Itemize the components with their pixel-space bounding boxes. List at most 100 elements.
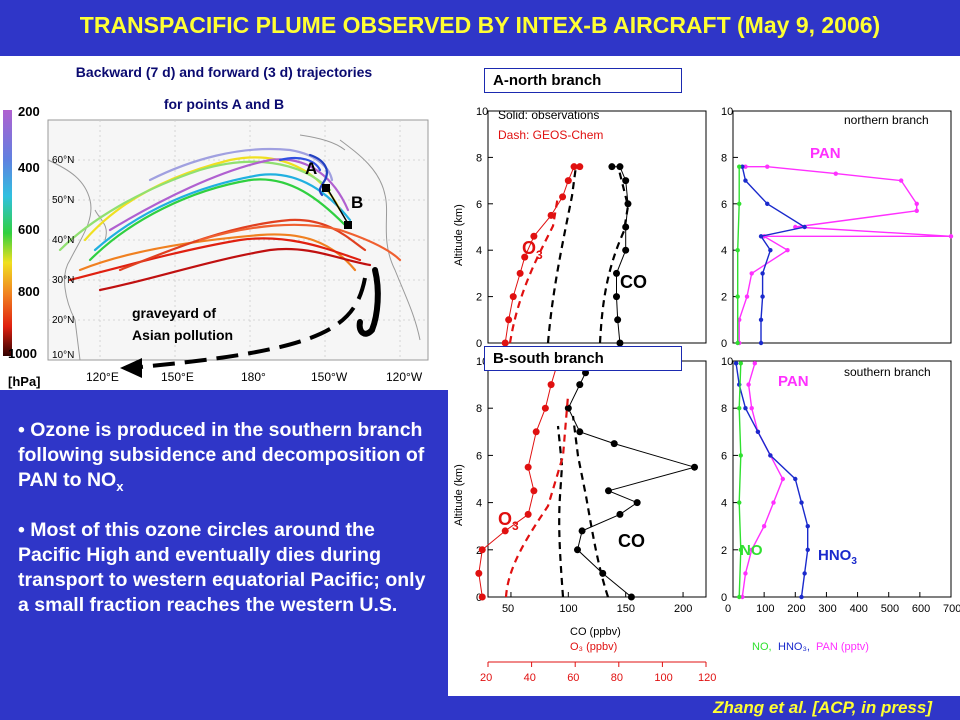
point-a-label: A bbox=[305, 159, 317, 178]
data-point-o3 bbox=[547, 211, 555, 219]
graveyard-dashed-arrow bbox=[139, 277, 367, 369]
data-point-co bbox=[582, 369, 590, 377]
o3-label-north: O3 bbox=[522, 238, 543, 262]
legend-dash: Dash: GEOS-Chem bbox=[498, 128, 603, 142]
data-point-pan bbox=[914, 201, 919, 206]
co-label-north: CO bbox=[620, 272, 647, 292]
vertical-profiles: 0246810024681002468100246810501001502002… bbox=[453, 106, 960, 684]
data-point-hno3 bbox=[743, 178, 748, 183]
data-point-co bbox=[627, 593, 635, 601]
data-point-pan bbox=[744, 294, 750, 299]
data-point-o3 bbox=[501, 527, 509, 535]
arrow-head bbox=[120, 358, 142, 378]
data-point-pan bbox=[785, 248, 790, 253]
data-point-no bbox=[737, 594, 742, 600]
y-tick-label: 8 bbox=[721, 152, 727, 164]
data-point-hno3 bbox=[805, 524, 810, 529]
lat-label: 20°N bbox=[52, 315, 74, 326]
lon-label: 120°W bbox=[386, 370, 423, 384]
y-tick-label: 2 bbox=[721, 545, 727, 557]
data-point-hno3 bbox=[765, 201, 770, 206]
data-point-co bbox=[608, 163, 616, 171]
right-tick-label: 200 bbox=[787, 603, 805, 615]
data-point-co bbox=[564, 404, 572, 412]
data-point-pan bbox=[780, 476, 786, 482]
data-point-hno3 bbox=[768, 248, 773, 253]
no-label-south: NO bbox=[740, 542, 763, 559]
lon-label: 150°W bbox=[311, 370, 348, 384]
o3-tick-label: 120 bbox=[698, 672, 716, 684]
co-tick-label: 100 bbox=[559, 603, 577, 615]
lon-label: 150°E bbox=[161, 370, 194, 384]
y-axis-label-north: Altitude (km) bbox=[453, 204, 465, 266]
data-point-co bbox=[622, 177, 630, 185]
data-point-pan bbox=[948, 234, 954, 239]
data-point-pan bbox=[746, 382, 751, 387]
y-tick-label: 0 bbox=[476, 338, 482, 350]
y-tick-label: 0 bbox=[721, 338, 727, 350]
data-point-o3 bbox=[559, 193, 567, 201]
data-point-co bbox=[691, 463, 699, 471]
data-point-pan bbox=[833, 171, 838, 176]
y-tick-label: 4 bbox=[476, 245, 482, 257]
data-point-o3 bbox=[541, 404, 549, 412]
y-tick-label: 0 bbox=[721, 592, 727, 604]
bullet-subscript: x bbox=[116, 478, 124, 494]
y-tick-label: 10 bbox=[721, 356, 733, 368]
right-tick-label: 400 bbox=[850, 603, 868, 615]
trajectory-bundle bbox=[58, 147, 402, 292]
hno3-label-south: HNO3 bbox=[818, 547, 857, 567]
data-point-hno3 bbox=[758, 317, 764, 322]
o3-axis-label: O₃ (ppbv) bbox=[570, 641, 617, 653]
plot-frame-south-co bbox=[487, 360, 707, 598]
series-line-no bbox=[737, 166, 740, 343]
co-tick-label: 200 bbox=[674, 603, 692, 615]
y-tick-label: 6 bbox=[476, 450, 482, 462]
data-point-hno3 bbox=[755, 429, 761, 434]
data-point-pan bbox=[771, 500, 776, 505]
slide-title: TRANSPACIFIC PLUME OBSERVED BY INTEX-B A… bbox=[79, 12, 881, 38]
data-point-co bbox=[633, 499, 641, 507]
branch-label-south: B-south branch bbox=[484, 346, 682, 371]
y-tick-label: 8 bbox=[721, 403, 727, 415]
model-dashed-curve bbox=[546, 165, 578, 344]
pressure-colorbar bbox=[3, 110, 12, 356]
bullet-text: Ozone is produced in the southern branch… bbox=[18, 419, 425, 491]
data-point-co bbox=[604, 487, 612, 495]
y-tick-label: 4 bbox=[721, 245, 727, 257]
y-tick-label: 4 bbox=[721, 498, 727, 510]
data-point-co bbox=[613, 269, 621, 277]
y-axis-label-south: Altitude (km) bbox=[453, 464, 465, 526]
y-tick-label: 2 bbox=[721, 292, 727, 304]
data-point-o3 bbox=[547, 381, 555, 389]
y-tick-label: 6 bbox=[721, 450, 727, 462]
data-point-co bbox=[616, 510, 624, 518]
data-point-pan bbox=[749, 547, 754, 552]
y-tick-label: 6 bbox=[476, 199, 482, 211]
right-tick-label: 0 bbox=[725, 603, 731, 615]
data-point-no bbox=[735, 294, 740, 299]
bullet-marker: • bbox=[18, 419, 31, 441]
model-dashed-curve bbox=[504, 395, 570, 598]
lat-label: 10°N bbox=[52, 350, 74, 361]
series-line-pan bbox=[741, 363, 784, 598]
data-point-pan bbox=[765, 164, 770, 169]
y-tick-label: 8 bbox=[476, 152, 482, 164]
o3-tick-label: 20 bbox=[480, 672, 492, 684]
colorbar-tick: 200 bbox=[18, 104, 40, 119]
data-point-hno3 bbox=[799, 500, 804, 505]
right-tick-label: 700 bbox=[943, 603, 960, 615]
colorbar-unit: [hPa] bbox=[8, 374, 41, 389]
data-point-o3 bbox=[524, 510, 532, 518]
citation: Zhang et al. [ACP, in press] bbox=[713, 698, 932, 717]
colorbar-tick: 400 bbox=[18, 160, 40, 175]
data-point-o3 bbox=[478, 546, 486, 554]
coastlines bbox=[47, 134, 421, 361]
data-point-hno3 bbox=[758, 340, 764, 346]
data-point-o3 bbox=[521, 253, 529, 261]
data-point-hno3 bbox=[743, 406, 748, 411]
data-point-o3 bbox=[505, 316, 513, 324]
summary-text-panel: • Ozone is produced in the southern bran… bbox=[0, 390, 448, 696]
data-point-pan bbox=[749, 271, 754, 276]
